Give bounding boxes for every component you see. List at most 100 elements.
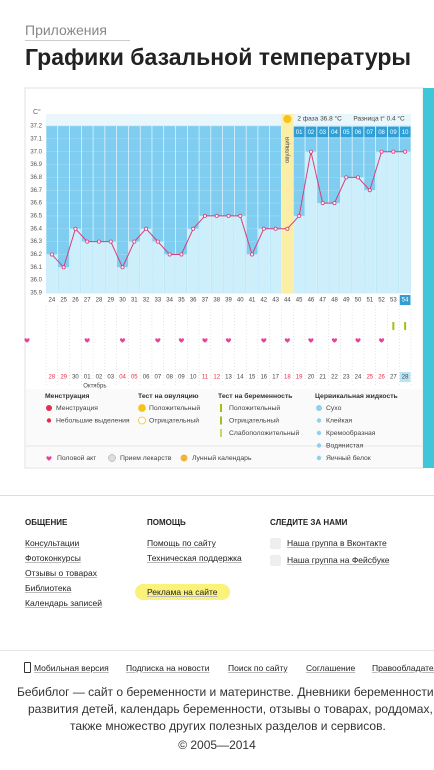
page-title: Графики базальной температуры [25,44,412,70]
x-tick-label: 32 [143,298,150,304]
ovulation-label: овуляция [285,137,291,163]
temperature-bar [211,215,223,293]
header-band [46,114,411,126]
legend-heading: Тест на овуляцию [138,393,199,400]
ovulation-column [281,114,294,293]
date-label: 25 [366,375,373,381]
temperature-bar [199,215,211,293]
temperature-bar [223,215,234,293]
y-tick-label: 36.9 [30,162,42,168]
legend-item: Половой акт [57,454,96,462]
intercourse-heart [355,338,361,343]
legend-item: Отрицательный [149,416,199,424]
x-tick-label: 25 [60,298,67,304]
footer-heading: ОБЩЕНИЕ [25,518,68,527]
footer-nav-link[interactable]: Соглашение [306,663,356,673]
date-label: 03 [107,375,114,381]
temperature-point [144,226,149,231]
day-highlight [399,295,411,305]
x-tick-label: 50 [355,298,362,304]
temperature-bar [176,254,187,293]
temperature-bar [105,241,117,293]
temperature-bar [46,254,58,293]
footer-nav-link[interactable]: Правообладатели [372,663,434,673]
breadcrumb[interactable]: Приложения [25,22,107,38]
x-tick-label: 37 [202,298,209,304]
date-label: 24 [355,375,362,381]
side-strip [423,88,434,468]
footer-link[interactable]: Фотоконкурсы [25,553,81,563]
date-label: 23 [343,375,350,381]
temperature-point [202,213,207,218]
y-tick-label: 35.9 [30,291,42,297]
legend-icon [138,416,146,425]
legend-item: Прием лекарств [120,455,172,462]
x-tick-label: 39 [225,298,232,304]
legend-icon [46,405,52,411]
temperature-bar [329,203,340,293]
temperature-point [120,265,125,270]
y-tick-label: 36.6 [30,201,42,207]
intercourse-heart [261,338,267,343]
x-tick-label: 38 [213,298,220,304]
x-tick-label: 29 [107,298,114,304]
temperature-point [191,226,196,231]
legend-item: Положительный [149,404,200,412]
date-label: 04 [119,375,126,381]
footer-nav-link[interactable]: Мобильная версия [34,663,109,673]
footer-nav-link[interactable]: Поиск по сайту [228,663,288,673]
temperature-point [273,226,278,231]
x-tick-label: 31 [131,298,138,304]
footer-link[interactable]: Консультации [25,538,80,548]
legend-icon [108,454,116,462]
date-label: 22 [331,375,338,381]
intercourse-heart [202,338,208,343]
pregnancy-test [392,322,395,330]
x-tick-label: 40 [237,298,244,304]
footer-link[interactable]: Техническая поддержка [147,553,242,563]
date-label: 21 [319,375,326,381]
about-text: Бебиблог — сайт о беременности и материн… [17,685,434,699]
legend-icon [46,456,52,461]
x-tick-label: 24 [49,298,56,304]
phase2-day: 04 [331,130,338,136]
temperature-point [285,226,290,231]
temperature-bar [140,228,152,293]
footer-link[interactable]: Наша группа на Фейсбуке [287,555,390,565]
date-label: 30 [72,375,79,381]
x-tick-label: 36 [190,298,197,304]
x-tick-label: 41 [249,298,256,304]
intercourse-heart [24,338,30,343]
date-label: 01 [84,375,91,381]
date-highlight [399,372,411,382]
y-tick-label: 36.7 [30,188,42,194]
footer-link[interactable]: Помощь по сайту [147,538,216,548]
temperature-point [49,252,54,257]
footer-link[interactable]: Календарь записей [25,598,102,608]
footer-nav-link[interactable]: Подписка на новости [126,663,210,673]
footer-link[interactable]: Реклама на сайте [135,584,230,600]
footer-link[interactable]: Отзывы о товарах [25,568,97,578]
social-icon [270,538,281,549]
footer-heading: СЛЕДИТЕ ЗА НАМИ [270,518,348,527]
temperature-point [179,252,184,257]
temperature-bar [128,241,140,293]
temperature-bar [387,151,399,293]
phase2-day: 02 [308,130,315,136]
footer-heading: ПОМОЩЬ [147,518,186,527]
temperature-bar [364,190,376,293]
x-tick-label: 26 [72,298,79,304]
legend-item: Положительный [229,404,280,412]
x-tick-label: 44 [284,298,291,304]
y-tick-label: 36.0 [30,278,42,284]
intercourse-heart [178,338,184,343]
legend-icon [180,454,188,462]
phase2-cell [376,127,387,137]
date-label: 28 [402,375,409,381]
legend-heading: Менструация [45,393,90,400]
footer-link[interactable]: Библиотека [25,583,72,593]
footer-link[interactable]: Наша группа в Вконтакте [287,538,387,548]
phase2-label: 2 фаза 36.8 °C [297,115,342,123]
temperature-bar [317,203,329,293]
legend-icon [316,430,322,436]
